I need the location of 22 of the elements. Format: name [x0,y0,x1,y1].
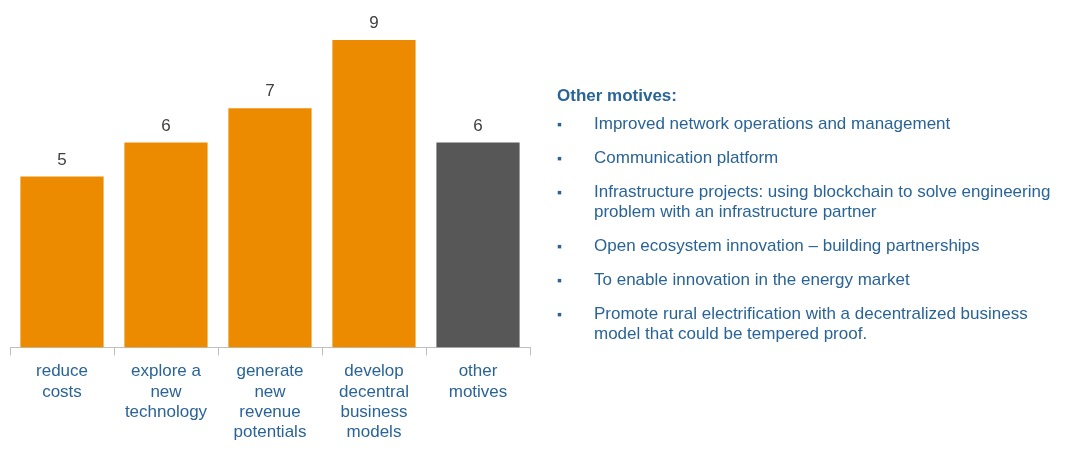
x-tick-label: generate new revenue potentials [233,361,307,442]
data-label: 9 [369,13,379,33]
data-label: 6 [161,115,171,135]
x-tick-label: reduce costs [36,361,88,401]
text: Other motives: [557,86,678,106]
data-label: 7 [265,81,275,101]
x-tick-label: explore a new technology [124,361,208,422]
bar [124,142,208,348]
text: ▪ To enable innovation in the energy market [557,270,910,289]
data-label: 5 [57,149,67,169]
text: ▪ Promote rural electrification with a decentralized business model that could be tempered proof. [557,304,1028,343]
x-tick-label: other motives [448,361,508,401]
text: ▪ Communication platform [557,148,779,167]
bar [332,40,416,348]
bar [20,176,104,348]
text: ▪ Infrastructure projects: using blockchain to solve engineering problem with an infrastructure partner [557,182,1051,221]
bar [228,108,312,348]
x-tick-label: develop decentral business models [339,361,409,442]
text: ▪ Improved network operations and management [557,114,951,133]
bar [436,142,520,348]
text: ▪ Open ecosystem innovation – building partnerships [557,236,980,255]
data-label: 6 [473,115,483,135]
